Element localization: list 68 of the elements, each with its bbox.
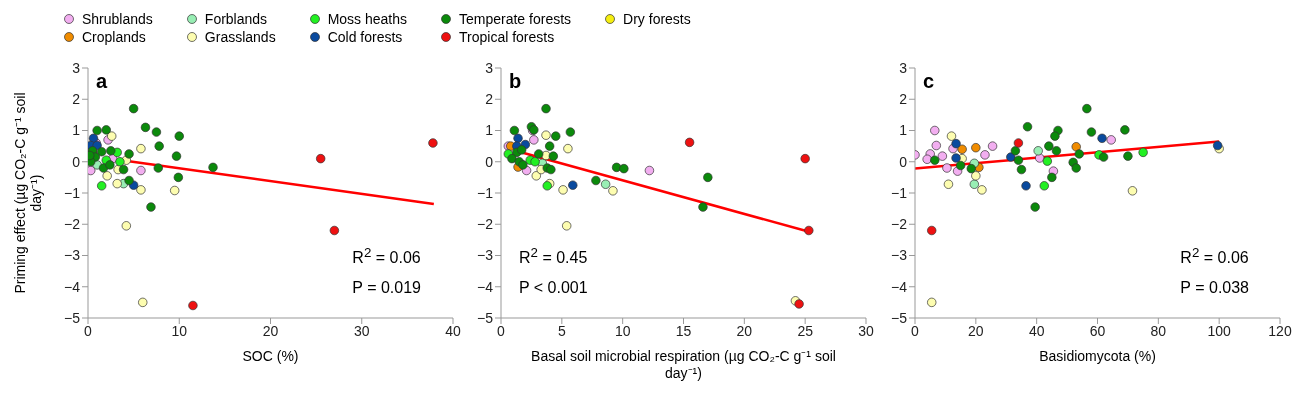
x-tick-label: 60 <box>1089 322 1106 339</box>
legend-label: Grasslands <box>204 29 276 45</box>
x-tick-label: 40 <box>1028 322 1045 339</box>
y-tick-label: −4 <box>64 278 81 295</box>
y-tick-label: −4 <box>891 278 908 295</box>
x-tick-label: 30 <box>353 322 370 339</box>
annotation: R$^{2}$ = 0.06 <box>352 245 421 267</box>
x-tick-label: 0 <box>84 322 93 339</box>
annotation: P < 0.001 <box>518 279 588 297</box>
annotation: P = 0.019 <box>352 279 421 297</box>
x-axis-title: SOC (%) <box>241 348 300 365</box>
x-tick-label: 10 <box>614 322 631 339</box>
annotation: c <box>923 70 935 93</box>
annotation: a <box>96 70 108 93</box>
y-tick-label: 2 <box>485 91 494 108</box>
y-tick-label: −5 <box>891 309 908 326</box>
y-tick-label: 2 <box>72 91 81 108</box>
y-tick-label: 3 <box>899 59 908 76</box>
y-tick-label: 0 <box>899 153 908 170</box>
y-tick-label: −1 <box>477 184 494 201</box>
y-tick-label: −2 <box>477 216 494 233</box>
y-tick-label: −5 <box>64 309 81 326</box>
y-tick-label: 3 <box>72 59 81 76</box>
legend-label: Tropical forests <box>459 29 555 45</box>
y-tick-label: 1 <box>899 122 908 139</box>
annotation: R$^{2}$ = 0.45 <box>518 245 588 267</box>
x-tick-label: 20 <box>736 322 753 339</box>
x-tick-label: 10 <box>171 322 188 339</box>
legend-label: Moss heaths <box>327 11 408 27</box>
x-tick-label: 20 <box>968 322 984 339</box>
y-tick-label: −5 <box>477 309 494 326</box>
x-tick-label: 15 <box>675 322 692 339</box>
y-tick-label: −1 <box>891 184 908 201</box>
x-tick-label: 25 <box>797 322 814 339</box>
x-tick-label: 120 <box>1268 322 1292 339</box>
annotation: R$^{2}$ = 0.06 <box>1180 245 1249 267</box>
y-tick-label: −3 <box>477 247 494 264</box>
y-tick-label: −3 <box>64 247 81 264</box>
y-tick-label: −2 <box>891 216 908 233</box>
x-tick-label: 100 <box>1207 322 1232 339</box>
legend-label: Dry forests <box>623 11 691 27</box>
legend-label: Forblands <box>204 11 268 27</box>
y-tick-label: 1 <box>72 122 81 139</box>
legend-label: Temperate forests <box>459 11 572 27</box>
y-tick-label: −4 <box>477 278 494 295</box>
y-tick-label: 2 <box>899 91 908 108</box>
legend-label: Croplands <box>82 29 146 45</box>
y-tick-label: 3 <box>485 59 494 76</box>
y-tick-label: −1 <box>64 184 81 201</box>
y-tick-label: 0 <box>485 153 494 170</box>
y-tick-label: −2 <box>64 216 81 233</box>
x-tick-label: 0 <box>497 322 506 339</box>
legend-label: Cold forests <box>327 29 403 45</box>
x-tick-label: 5 <box>557 322 566 339</box>
annotation: b <box>508 70 522 93</box>
y-axis-title: Priming effect (µg CO₂-C g⁻¹ soil day⁻¹) <box>12 91 44 296</box>
y-tick-label: 0 <box>72 153 81 170</box>
x-tick-label: 40 <box>445 322 461 339</box>
legend-label: Shrublands <box>82 11 153 27</box>
x-tick-label: 80 <box>1150 322 1167 339</box>
x-tick-label: 20 <box>262 322 279 339</box>
x-axis-title: Basidiomycota (%) <box>1038 348 1157 365</box>
x-tick-label: 0 <box>911 322 920 339</box>
x-axis-title: Basal soil microbial respiration (µg CO₂-C g⁻¹ soil day⁻¹) <box>530 348 837 382</box>
y-tick-label: 1 <box>485 122 494 139</box>
annotation: P = 0.038 <box>1180 279 1250 297</box>
y-tick-label: −3 <box>891 247 908 264</box>
x-tick-label: 30 <box>858 322 874 339</box>
